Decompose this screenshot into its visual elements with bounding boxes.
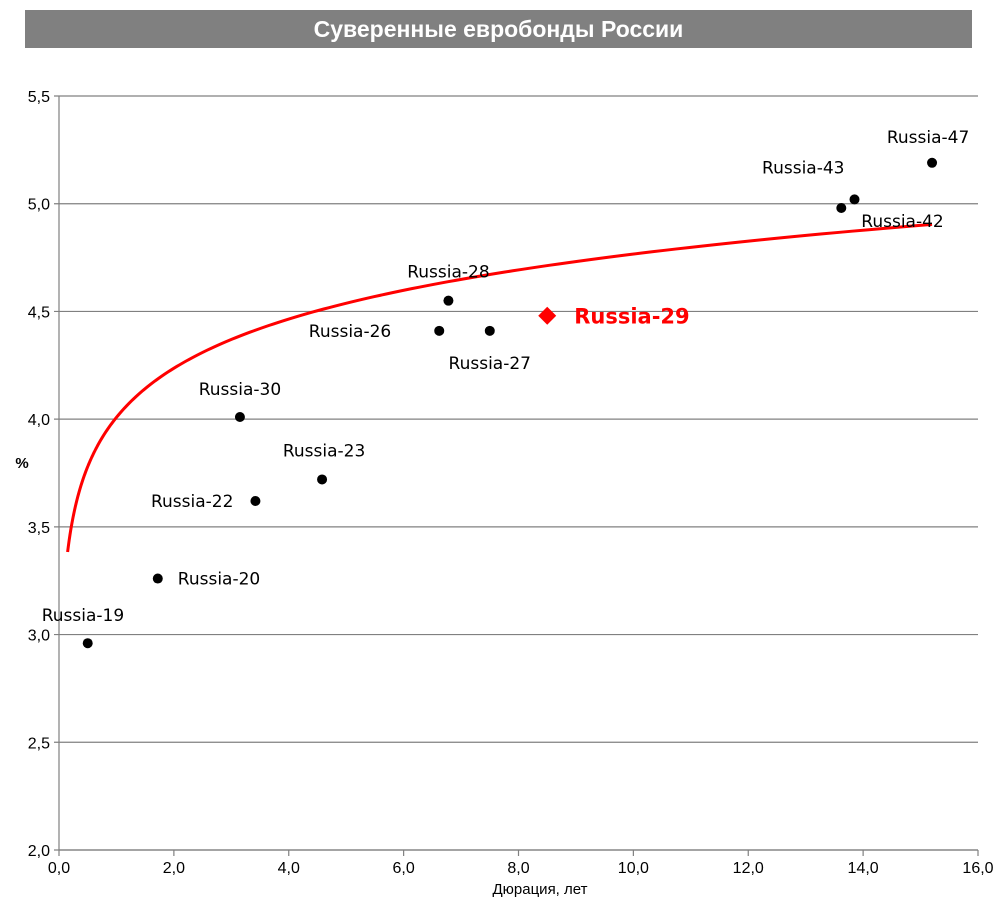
data-point	[152, 573, 163, 584]
y-tick-label: 3,0	[28, 628, 50, 645]
trendline	[66, 222, 933, 553]
y-tick-label: 5,5	[28, 89, 50, 106]
data-point	[434, 325, 445, 336]
y-tick-label: 2,5	[28, 735, 50, 752]
data-point	[484, 325, 495, 336]
point-label: Russia-22	[151, 492, 233, 512]
highlight-point	[538, 306, 557, 325]
data-point	[234, 411, 245, 422]
x-tick-label: 10,0	[618, 860, 649, 877]
data-point	[927, 157, 938, 168]
data-points	[82, 157, 938, 649]
point-label: Russia-30	[199, 380, 281, 400]
y-tick-label: 5,0	[28, 197, 50, 214]
point-labels: Russia-19 Russia-20 Russia-22 Russia-30 Russ…	[42, 128, 970, 626]
point-label: Russia-27	[449, 354, 531, 374]
point-label: Russia-42	[861, 212, 943, 232]
data-point	[849, 194, 860, 205]
x-tick-label: 8,0	[507, 860, 529, 877]
point-label: Russia-23	[283, 441, 365, 461]
data-point	[82, 638, 93, 649]
x-tick-label: 14,0	[848, 860, 879, 877]
data-point	[317, 474, 328, 485]
y-tick-label: 3,5	[28, 520, 50, 537]
y-tick-label: 4,0	[28, 412, 50, 429]
point-label: Russia-19	[42, 606, 124, 626]
point-label: Russia-43	[762, 158, 844, 178]
x-tick-label: 2,0	[163, 860, 185, 877]
data-point	[836, 203, 847, 214]
gridlines	[54, 95, 978, 851]
x-axis-title: Дюрация, лет	[493, 881, 588, 898]
y-tick-label: 4,5	[28, 304, 50, 321]
x-tick-label: 16,0	[962, 860, 993, 877]
trendline-group	[66, 222, 933, 553]
point-label: Russia-20	[178, 570, 260, 590]
x-tick-label: 6,0	[393, 860, 415, 877]
x-tick-label: 0,0	[48, 860, 70, 877]
point-label: Russia-28	[407, 263, 489, 283]
x-tick-label: 4,0	[278, 860, 300, 877]
point-label: Russia-47	[887, 128, 969, 148]
highlight-label: Russia-29	[574, 305, 689, 329]
y-tick-label: 2,0	[28, 843, 50, 860]
x-tick-label: 12,0	[733, 860, 764, 877]
data-point	[250, 496, 261, 507]
point-label: Russia-26	[309, 322, 391, 342]
axes: 2,02,53,03,54,04,55,05,50,0 2,0 4,0 6,0 8,0 1…	[28, 89, 994, 877]
y-axis-title: %	[15, 455, 28, 472]
chart-title: Суверенные евробонды России	[25, 10, 972, 48]
data-point	[443, 295, 454, 306]
